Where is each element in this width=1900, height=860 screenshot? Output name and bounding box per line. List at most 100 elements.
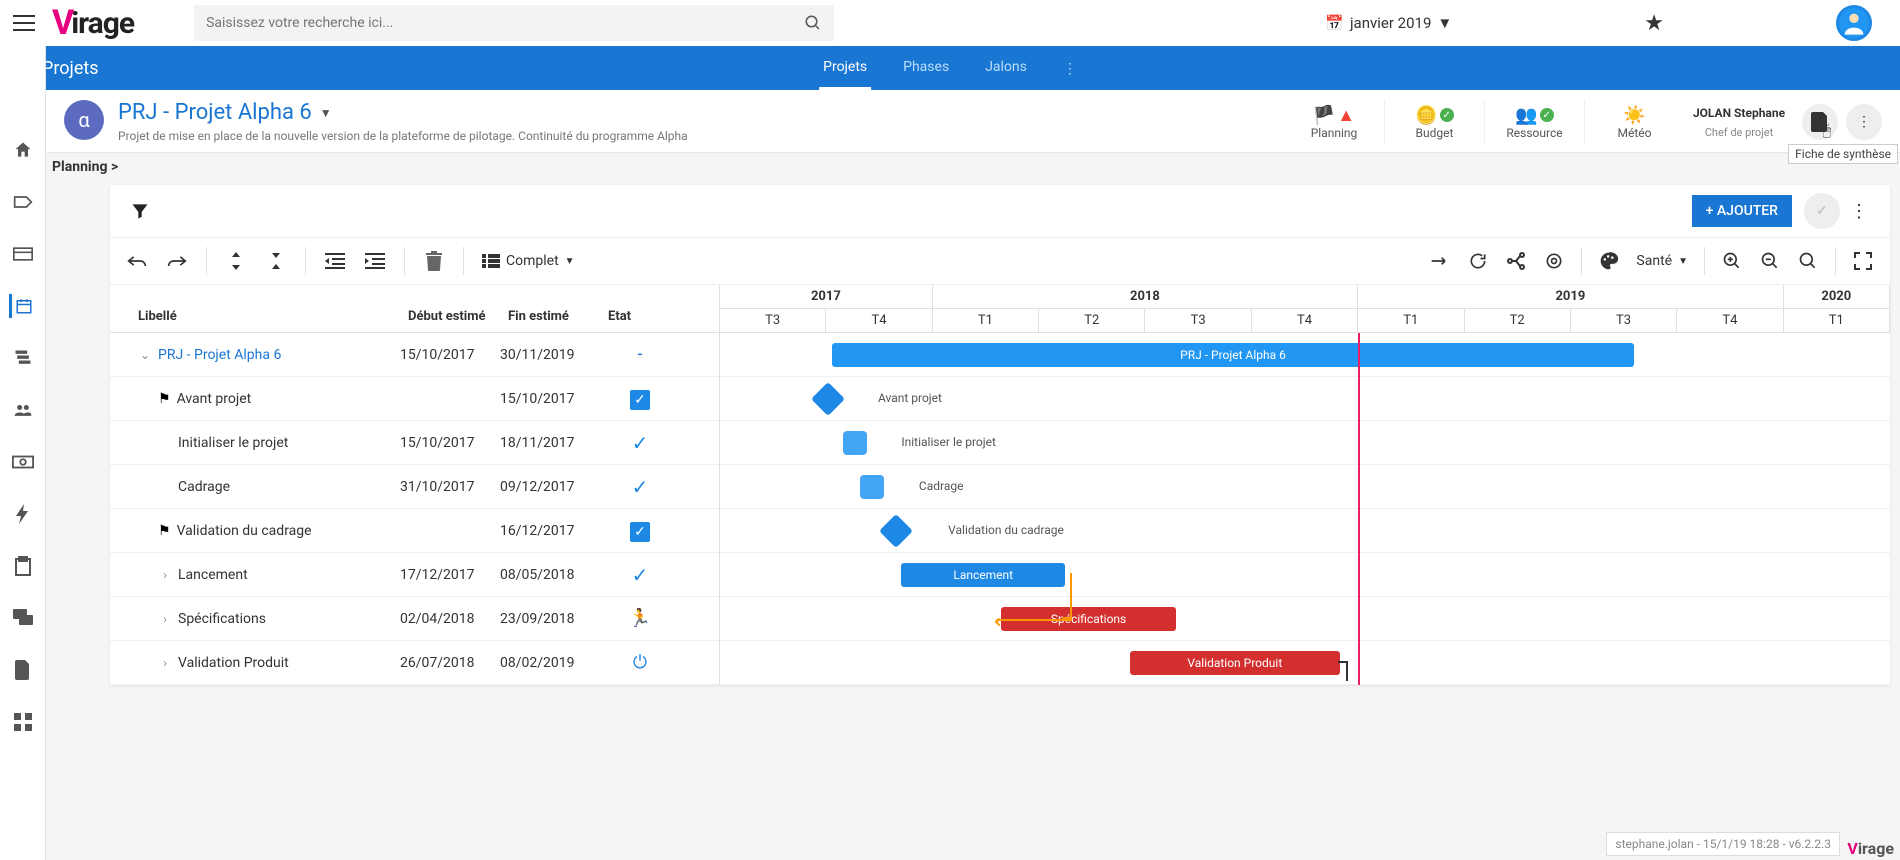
- gantt-row[interactable]: Avant projet: [720, 377, 1890, 421]
- status-meteo[interactable]: ☀️ Météo: [1584, 100, 1684, 144]
- gantt-milestone[interactable]: [811, 382, 845, 416]
- branch-icon[interactable]: [1497, 242, 1535, 280]
- search-input[interactable]: [194, 5, 834, 41]
- view-mode-select[interactable]: Complet ▼: [482, 253, 575, 269]
- sidebar-item-grid[interactable]: [11, 710, 35, 734]
- gantt-row[interactable]: Spécifications: [720, 597, 1890, 641]
- gantt-milestone[interactable]: [879, 514, 913, 548]
- tab-jalons[interactable]: Jalons: [981, 47, 1031, 90]
- gantt-row[interactable]: Lancement: [720, 553, 1890, 597]
- outdent-icon[interactable]: [316, 242, 354, 280]
- chevron-down-icon[interactable]: ⌄: [138, 348, 152, 362]
- status-ressource[interactable]: 👥✓ Ressource: [1484, 100, 1584, 144]
- row-label: Validation Produit: [178, 655, 289, 671]
- sidebar-item-clipboard[interactable]: [11, 554, 35, 578]
- sidebar-item-file[interactable]: [11, 658, 35, 682]
- tab-phases[interactable]: Phases: [899, 47, 953, 90]
- gantt-row[interactable]: PRJ - Projet Alpha 6: [720, 333, 1890, 377]
- table-row[interactable]: Initialiser le projet15/10/201718/11/201…: [110, 421, 719, 465]
- project-title[interactable]: PRJ - Projet Alpha 6: [118, 100, 312, 125]
- hamburger-icon[interactable]: [8, 7, 40, 39]
- sidebar-item-calendar[interactable]: [9, 294, 33, 318]
- row-label[interactable]: PRJ - Projet Alpha 6: [158, 347, 281, 363]
- footer-logo: Virage: [1847, 839, 1894, 858]
- sidebar-item-card[interactable]: [11, 242, 35, 266]
- row-fin: 08/05/2018: [500, 567, 600, 583]
- table-row[interactable]: ›Validation Produit26/07/201808/02/2019⏻: [110, 641, 719, 685]
- chevron-right-icon[interactable]: ›: [158, 612, 172, 626]
- table-row[interactable]: ⌄PRJ - Projet Alpha 615/10/201730/11/201…: [110, 333, 719, 377]
- row-debut: 26/07/2018: [400, 655, 500, 671]
- gantt-row[interactable]: Validation du cadrage: [720, 509, 1890, 553]
- project-badge: α: [64, 100, 104, 140]
- more-button[interactable]: ⋮: [1846, 104, 1882, 140]
- sidebar-item-stack[interactable]: [11, 346, 35, 370]
- gantt-bar[interactable]: Lancement: [901, 563, 1065, 587]
- logo[interactable]: Virage: [52, 3, 134, 43]
- add-button[interactable]: + AJOUTER: [1692, 195, 1792, 227]
- zoom-out-icon[interactable]: [1751, 242, 1789, 280]
- tab-projets[interactable]: Projets: [819, 47, 871, 90]
- gantt-toolbar: Complet ▼ Santé ▼: [110, 238, 1890, 285]
- gantt-task[interactable]: [860, 475, 884, 499]
- zoom-fit-icon[interactable]: [1789, 242, 1827, 280]
- quarter-cell: T2: [1465, 309, 1571, 333]
- indent-icon[interactable]: [356, 242, 394, 280]
- gantt-task[interactable]: [843, 431, 867, 455]
- row-fin: 18/11/2017: [500, 435, 600, 451]
- card-more-icon[interactable]: ⋮: [1840, 201, 1878, 222]
- gantt-row[interactable]: Cadrage: [720, 465, 1890, 509]
- star-icon[interactable]: ★: [1644, 11, 1664, 36]
- chevron-right-icon[interactable]: ›: [158, 656, 172, 670]
- status-planning[interactable]: 🏴▲ Planning: [1284, 100, 1384, 144]
- gantt-bar[interactable]: Validation Produit: [1130, 651, 1341, 675]
- delete-icon[interactable]: [415, 242, 453, 280]
- target-icon[interactable]: [1535, 242, 1573, 280]
- chevron-down-icon[interactable]: ▼: [320, 106, 332, 120]
- row-etat: 🏃: [600, 608, 680, 629]
- status-cards: 🏴▲ Planning 🪙✓ Budget 👥✓ Ressource ☀️ Mé…: [1284, 100, 1882, 144]
- table-row[interactable]: ⚑Avant projet15/10/2017✓: [110, 377, 719, 421]
- sidebar-item-label[interactable]: [11, 190, 35, 214]
- link-icon[interactable]: [1421, 242, 1459, 280]
- pm-name: JOLAN Stephane: [1690, 106, 1788, 120]
- redo-icon[interactable]: [158, 242, 196, 280]
- sidebar-item-money[interactable]: [11, 450, 35, 474]
- quarter-cell: T3: [1571, 309, 1677, 333]
- fullscreen-icon[interactable]: [1844, 242, 1882, 280]
- tab-more-icon[interactable]: ⋮: [1059, 49, 1081, 92]
- sidebar-item-people[interactable]: [11, 398, 35, 422]
- gantt-row[interactable]: Validation Produit: [720, 641, 1890, 685]
- gantt-row[interactable]: Initialiser le projet: [720, 421, 1890, 465]
- collapse-icon[interactable]: [217, 242, 255, 280]
- row-etat: ✓: [600, 388, 680, 410]
- table-row[interactable]: Cadrage31/10/201709/12/2017✓: [110, 465, 719, 509]
- avatar[interactable]: [1836, 5, 1872, 41]
- table-row[interactable]: ›Lancement17/12/201708/05/2018✓: [110, 553, 719, 597]
- table-row[interactable]: ›Spécifications02/04/201823/09/2018🏃: [110, 597, 719, 641]
- undo-icon[interactable]: [118, 242, 156, 280]
- quarter-cell: T1: [1784, 309, 1890, 333]
- gantt-bar[interactable]: PRJ - Projet Alpha 6: [832, 343, 1633, 367]
- palette-icon[interactable]: [1590, 242, 1628, 280]
- row-debut: 15/10/2017: [400, 435, 500, 451]
- chevron-right-icon[interactable]: ›: [158, 568, 172, 582]
- zoom-in-icon[interactable]: [1713, 242, 1751, 280]
- refresh-icon[interactable]: [1459, 242, 1497, 280]
- status-budget[interactable]: 🪙✓ Budget: [1384, 100, 1484, 144]
- table-row[interactable]: ⚑Validation du cadrage16/12/2017✓: [110, 509, 719, 553]
- date-picker[interactable]: 📅 janvier 2019 ▼: [1325, 14, 1452, 32]
- synthesis-button[interactable]: 🖱: [1802, 104, 1838, 140]
- year-cell: 2017: [720, 285, 933, 308]
- expand-arrows-icon[interactable]: [257, 242, 295, 280]
- gantt-timeline[interactable]: 2017201820192020T3T4T1T2T3T4T1T2T3T4T1 P…: [720, 285, 1890, 685]
- search-field[interactable]: [206, 15, 804, 31]
- status-budget-label: Budget: [1391, 126, 1478, 140]
- sidebar-item-chat[interactable]: [11, 606, 35, 630]
- topbar: Virage 📅 janvier 2019 ▼ ★: [0, 0, 1900, 46]
- sidebar-item-bolt[interactable]: [11, 502, 35, 526]
- health-select[interactable]: Santé ▼: [1636, 253, 1688, 269]
- search-icon[interactable]: [804, 14, 822, 32]
- filter-icon[interactable]: [130, 201, 150, 221]
- sidebar-item-home[interactable]: [11, 138, 35, 162]
